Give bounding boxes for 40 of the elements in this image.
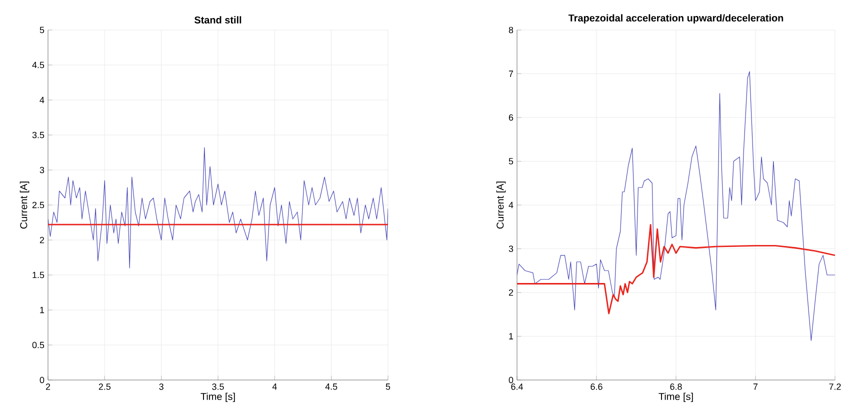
y-axis-title: Current [A] xyxy=(496,182,506,229)
y-tick-label: 0.5 xyxy=(32,342,44,348)
x-tick-label: 5 xyxy=(386,384,390,390)
x-tick-label: 6.4 xyxy=(511,384,523,390)
y-tick-label: 0 xyxy=(40,376,44,384)
x-tick-label: 6.8 xyxy=(670,384,682,390)
y-tick-label: 5 xyxy=(40,26,44,34)
y-tick-label: 1.5 xyxy=(32,272,44,278)
y-tick-label: 2 xyxy=(40,236,44,244)
x-tick-label: 4 xyxy=(272,384,277,390)
x-tick-label: 2.5 xyxy=(98,384,111,390)
y-tick-label: 2.5 xyxy=(32,202,44,208)
x-tick-label: 3.5 xyxy=(212,384,224,390)
y-tick-label: 3 xyxy=(508,246,514,252)
y-tick-label: 3.5 xyxy=(32,132,44,138)
y-tick-label: 4 xyxy=(508,202,514,208)
x-tick-label: 4.5 xyxy=(325,384,338,390)
y-tick-label: 8 xyxy=(508,26,514,34)
line-series xyxy=(517,224,836,314)
x-tick-label: 6.6 xyxy=(590,384,602,390)
y-tick-label: 7 xyxy=(508,70,514,77)
chart-title: Stand still xyxy=(194,16,242,24)
y-tick-label: 0 xyxy=(508,376,514,384)
y-tick-label: 1 xyxy=(509,333,514,340)
x-axis-title: Time [s] xyxy=(658,392,693,402)
y-tick-label: 4 xyxy=(40,96,44,104)
y-tick-label: 2 xyxy=(508,289,514,296)
x-tick-label: 2 xyxy=(46,384,50,390)
y-axis-title: Current [A] xyxy=(20,182,30,229)
y-tick-label: 6 xyxy=(508,114,514,121)
y-tick-label: 4.5 xyxy=(32,62,44,68)
x-tick-label: 7 xyxy=(753,384,758,390)
y-tick-label: 1 xyxy=(40,306,44,314)
y-tick-label: 5 xyxy=(508,158,514,164)
x-tick-label: 3 xyxy=(159,384,164,390)
chart-title: Trapezoidal acceleration upward/deceleration xyxy=(568,14,784,24)
x-axis-title: Time [s] xyxy=(200,392,235,402)
x-tick-label: 7.2 xyxy=(829,384,841,390)
line-series xyxy=(517,71,836,341)
y-tick-label: 3 xyxy=(40,166,44,174)
